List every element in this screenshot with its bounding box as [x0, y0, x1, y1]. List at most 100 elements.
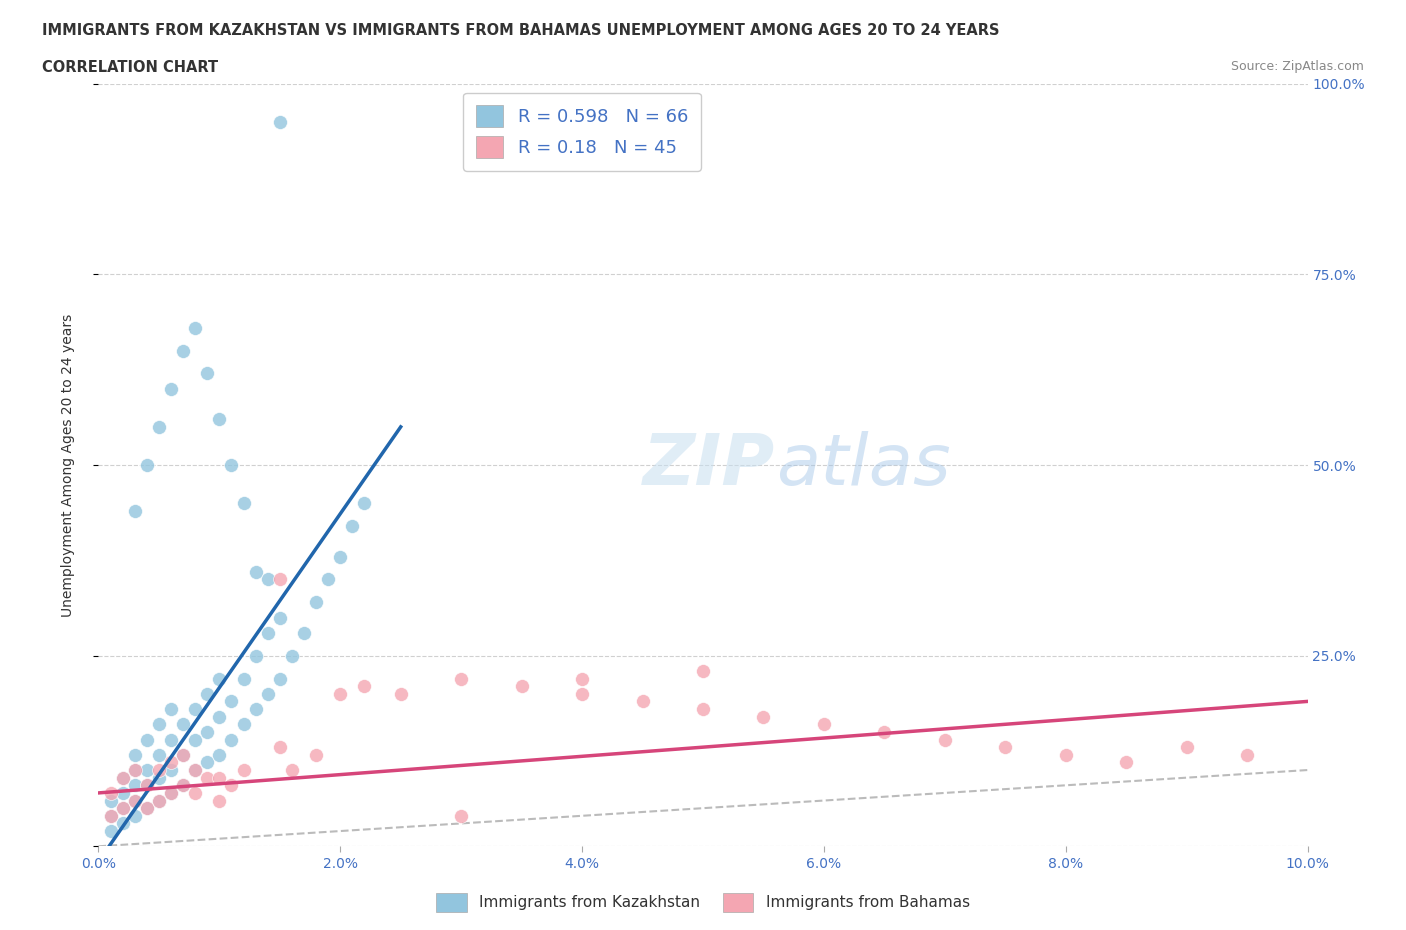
Point — [148, 717, 170, 732]
Point — [245, 565, 267, 579]
Point — [124, 793, 146, 808]
Point — [172, 777, 194, 792]
Point — [256, 625, 278, 640]
Point — [208, 710, 231, 724]
Point — [184, 763, 207, 777]
Point — [245, 701, 267, 716]
Point — [160, 763, 183, 777]
Point — [752, 710, 775, 724]
Point — [208, 748, 231, 763]
Point — [316, 572, 339, 587]
Point — [124, 808, 146, 823]
Point — [135, 777, 157, 792]
Point — [934, 732, 956, 747]
Point — [148, 763, 170, 777]
Point — [692, 663, 714, 678]
Point — [184, 320, 207, 335]
Point — [221, 732, 243, 747]
Point — [1054, 748, 1077, 763]
Point — [135, 801, 157, 816]
Point — [232, 763, 254, 777]
Point — [111, 770, 134, 785]
Point — [160, 732, 183, 747]
Point — [184, 763, 207, 777]
Point — [111, 816, 134, 830]
Point — [160, 786, 183, 801]
Point — [269, 671, 291, 686]
Point — [232, 496, 254, 511]
Point — [195, 366, 218, 381]
Point — [305, 748, 328, 763]
Point — [135, 458, 157, 472]
Legend: R = 0.598   N = 66, R = 0.18   N = 45: R = 0.598 N = 66, R = 0.18 N = 45 — [464, 93, 700, 171]
Point — [124, 777, 146, 792]
Point — [450, 808, 472, 823]
Point — [292, 625, 315, 640]
Point — [195, 686, 218, 701]
Point — [510, 679, 533, 694]
Legend: Immigrants from Kazakhstan, Immigrants from Bahamas: Immigrants from Kazakhstan, Immigrants f… — [430, 887, 976, 918]
Text: ZIP: ZIP — [644, 431, 776, 499]
Point — [813, 717, 835, 732]
Point — [245, 648, 267, 663]
Point — [172, 717, 194, 732]
Point — [221, 777, 243, 792]
Point — [100, 808, 122, 823]
Point — [184, 786, 207, 801]
Point — [195, 770, 218, 785]
Point — [100, 786, 122, 801]
Point — [124, 503, 146, 518]
Point — [148, 770, 170, 785]
Point — [342, 519, 364, 534]
Point — [353, 496, 375, 511]
Point — [172, 748, 194, 763]
Point — [100, 808, 122, 823]
Point — [208, 770, 231, 785]
Point — [873, 724, 896, 739]
Point — [160, 786, 183, 801]
Point — [994, 739, 1017, 754]
Point — [389, 686, 412, 701]
Point — [692, 701, 714, 716]
Point — [135, 763, 157, 777]
Text: Source: ZipAtlas.com: Source: ZipAtlas.com — [1230, 60, 1364, 73]
Point — [184, 701, 207, 716]
Point — [172, 777, 194, 792]
Point — [172, 343, 194, 358]
Point — [1236, 748, 1258, 763]
Point — [208, 412, 231, 427]
Point — [631, 694, 654, 709]
Point — [269, 572, 291, 587]
Text: IMMIGRANTS FROM KAZAKHSTAN VS IMMIGRANTS FROM BAHAMAS UNEMPLOYMENT AMONG AGES 20: IMMIGRANTS FROM KAZAKHSTAN VS IMMIGRANTS… — [42, 23, 1000, 38]
Point — [221, 694, 243, 709]
Point — [221, 458, 243, 472]
Point — [124, 763, 146, 777]
Point — [208, 793, 231, 808]
Point — [329, 549, 352, 564]
Y-axis label: Unemployment Among Ages 20 to 24 years: Unemployment Among Ages 20 to 24 years — [60, 313, 75, 617]
Point — [160, 755, 183, 770]
Point — [195, 755, 218, 770]
Point — [256, 572, 278, 587]
Point — [571, 686, 593, 701]
Point — [1175, 739, 1198, 754]
Point — [184, 732, 207, 747]
Point — [269, 739, 291, 754]
Point — [124, 748, 146, 763]
Point — [571, 671, 593, 686]
Point — [450, 671, 472, 686]
Point — [100, 824, 122, 839]
Point — [281, 763, 304, 777]
Point — [1115, 755, 1137, 770]
Point — [269, 114, 291, 129]
Point — [353, 679, 375, 694]
Point — [172, 748, 194, 763]
Point — [329, 686, 352, 701]
Text: CORRELATION CHART: CORRELATION CHART — [42, 60, 218, 75]
Point — [111, 801, 134, 816]
Point — [256, 686, 278, 701]
Point — [232, 717, 254, 732]
Point — [195, 724, 218, 739]
Point — [135, 801, 157, 816]
Point — [135, 732, 157, 747]
